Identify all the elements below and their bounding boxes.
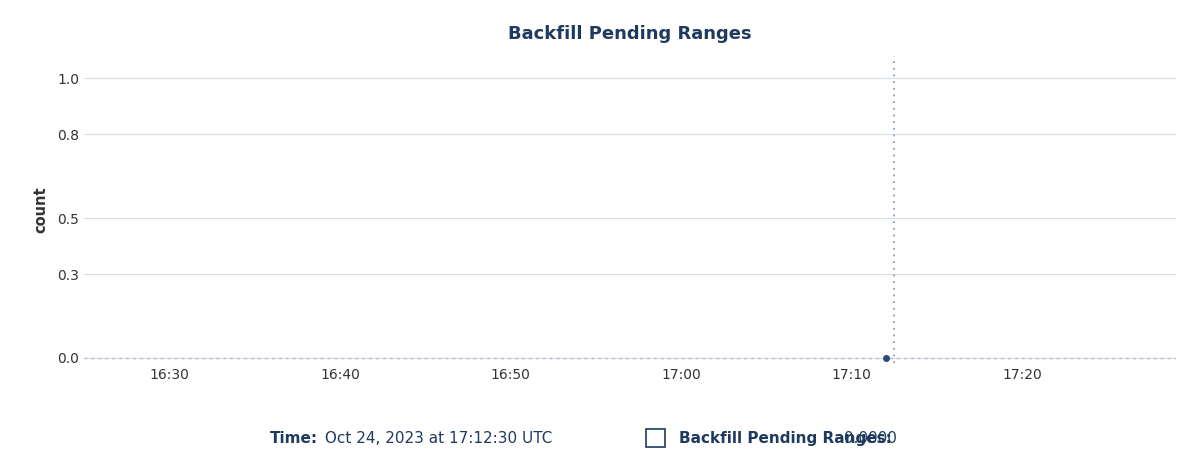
Text: 0.0000: 0.0000	[839, 431, 896, 445]
Text: Oct 24, 2023 at 17:12:30 UTC: Oct 24, 2023 at 17:12:30 UTC	[320, 431, 553, 445]
Y-axis label: count: count	[34, 186, 49, 233]
Text: Backfill Pending Ranges:: Backfill Pending Ranges:	[679, 431, 892, 445]
Text: Time:: Time:	[270, 431, 318, 445]
Title: Backfill Pending Ranges: Backfill Pending Ranges	[508, 25, 752, 43]
